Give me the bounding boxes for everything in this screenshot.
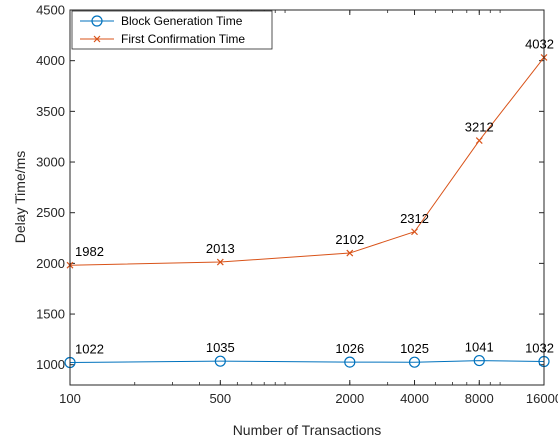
y-tick-label: 3500 (36, 104, 65, 119)
legend: Block Generation Time First Confirmation… (71, 10, 273, 50)
data-point-x (475, 137, 483, 144)
legend-label-first-confirmation: First Confirmation Time (121, 32, 245, 46)
x-axis-label: Number of Transactions (233, 422, 382, 438)
legend-label-block-generation: Block Generation Time (121, 14, 243, 28)
data-point-circle (473, 354, 485, 367)
legend-marker-x (93, 35, 101, 43)
series-line-2 (69, 57, 545, 266)
y-tick-label: 1500 (36, 307, 65, 322)
x-tick-label: 500 (209, 391, 231, 406)
y-tick-label: 1000 (36, 357, 65, 372)
data-label: 4032 (525, 36, 554, 51)
legend-box (71, 10, 273, 50)
data-label: 1025 (400, 341, 429, 356)
data-point-x (346, 249, 354, 257)
legend-item-block-generation: Block Generation Time (80, 14, 243, 28)
data-point-circle (344, 356, 356, 368)
y-tick-label: 2500 (36, 205, 65, 220)
x-tick-label: 2000 (335, 391, 364, 406)
data-label: 1041 (465, 340, 494, 355)
data-labels: 1022 1035 1026 1025 1041 1032 1982 2013 2102 2312… (75, 36, 554, 356)
y-tick-labels: 1000 1500 2000 2500 3000 3500 4000 4500 (36, 3, 65, 373)
y-tick-label: 2000 (36, 256, 65, 271)
data-label: 1022 (75, 342, 104, 357)
data-label: 2013 (206, 241, 235, 256)
data-point-circle (408, 356, 421, 368)
data-label: 1035 (206, 340, 235, 355)
data-label: 1982 (75, 244, 104, 259)
y-axis-label: Delay Time/ms (12, 151, 28, 244)
data-label: 2102 (335, 232, 364, 247)
data-label: 3212 (465, 120, 494, 135)
data-label: 1026 (335, 341, 364, 356)
plot-area (70, 10, 544, 385)
y-tick-label: 4500 (36, 3, 65, 18)
data-point-x (411, 228, 418, 236)
series-line-1 (69, 360, 545, 363)
x-tick-label: 4000 (400, 391, 429, 406)
y-tick-label: 3000 (36, 155, 65, 170)
plot-frame (69, 9, 545, 386)
legend-item-first-confirmation: First Confirmation Time (80, 32, 245, 46)
data-point-circle (214, 355, 226, 367)
legend-marker-circle (91, 15, 103, 27)
x-tick-label: 8000 (465, 391, 494, 406)
y-tick-label: 4000 (36, 53, 65, 68)
x-tick-label: 100 (59, 391, 81, 406)
data-label: 2312 (400, 211, 429, 226)
x-tick-labels: 100 500 2000 4000 8000 16000 (59, 391, 558, 406)
data-label: 1032 (525, 340, 554, 355)
data-point-x (216, 258, 224, 266)
x-tick-label: 16000 (526, 391, 558, 406)
